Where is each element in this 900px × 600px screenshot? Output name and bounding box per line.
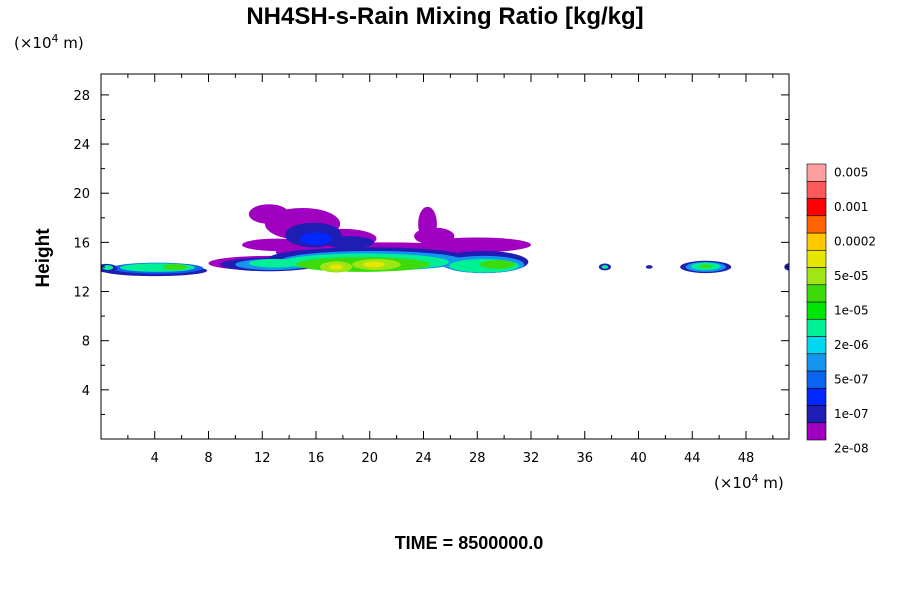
x-tick-label: 32 [523,451,540,466]
colorbar-cell [806,336,827,355]
colorbar-cell [806,284,827,303]
x-tick-label: 20 [361,451,378,466]
colorbar-label: 0.001 [834,200,868,214]
colorbar-cell [806,163,827,182]
colorbar-label: 2e-08 [834,442,869,456]
contour-blob [601,265,609,269]
chart-title: NH4SH-s-Rain Mixing Ratio [kg/kg] [246,3,643,30]
colorbar-label: 2e-06 [834,338,869,352]
colorbar-cell [806,301,827,320]
time-label: TIME = 8500000.0 [395,533,544,553]
x-tick-label: 4 [151,451,159,466]
x-tick-label: 28 [469,451,486,466]
colorbar-cell [806,215,827,234]
colorbar: 0.005 0.001 0.0002 5e-05 1e-05 2e-06 5e-07 1e-0… [806,163,876,456]
contour-blob [162,264,187,270]
colorbar-cell [806,232,827,251]
contour-blob [363,261,385,268]
contour-blob [698,264,713,269]
contour-blob [325,236,374,249]
plot-frame [100,73,790,440]
y-axis-label: Height [33,228,54,288]
y-tick-label: 8 [82,335,90,350]
colorbar-cell [806,180,827,199]
colorbar-cell [806,353,827,372]
y-tick-label: 16 [73,236,90,251]
y-tick-label: 24 [73,138,90,153]
colorbar-label: 0.0002 [834,235,876,249]
x-tick-label: 12 [254,451,271,466]
x-tick-label: 16 [308,451,325,466]
y-tick-label: 4 [82,384,90,399]
contour-blob [102,265,114,271]
colorbar-label: 5e-07 [834,373,869,387]
colorbar-cell [806,422,827,441]
x-tick-label: 44 [684,451,701,466]
x-tick-label: 40 [630,451,647,466]
y-axis-unit: (×104 m) [14,32,84,52]
x-axis-unit: (×104 m) [714,472,784,492]
colorbar-cell [806,267,827,286]
x-tick-label: 24 [415,451,432,466]
colorbar-label: 1e-07 [834,407,869,421]
contour-fields [101,204,789,277]
colorbar-label: 0.005 [834,166,868,180]
contour-blob [645,265,653,269]
colorbar-cell [806,405,827,424]
colorbar-cell [806,370,827,389]
colorbar-cell [806,198,827,217]
y-tick-label: 20 [73,187,90,202]
colorbar-label: 1e-05 [834,304,869,318]
contour-blob [248,258,303,268]
colorbar-label: 5e-05 [834,269,869,283]
x-tick-label: 48 [738,451,755,466]
contour-blob [479,260,515,269]
contour-blob [299,232,333,245]
colorbar-cell [806,249,827,268]
x-tick-label: 8 [204,451,212,466]
contour-blob [329,264,343,270]
colorbar-cell [806,387,827,406]
y-tick-label: 12 [73,286,90,301]
y-tick-label: 28 [73,89,90,104]
colorbar-cell [806,318,827,337]
x-tick-label: 36 [576,451,593,466]
